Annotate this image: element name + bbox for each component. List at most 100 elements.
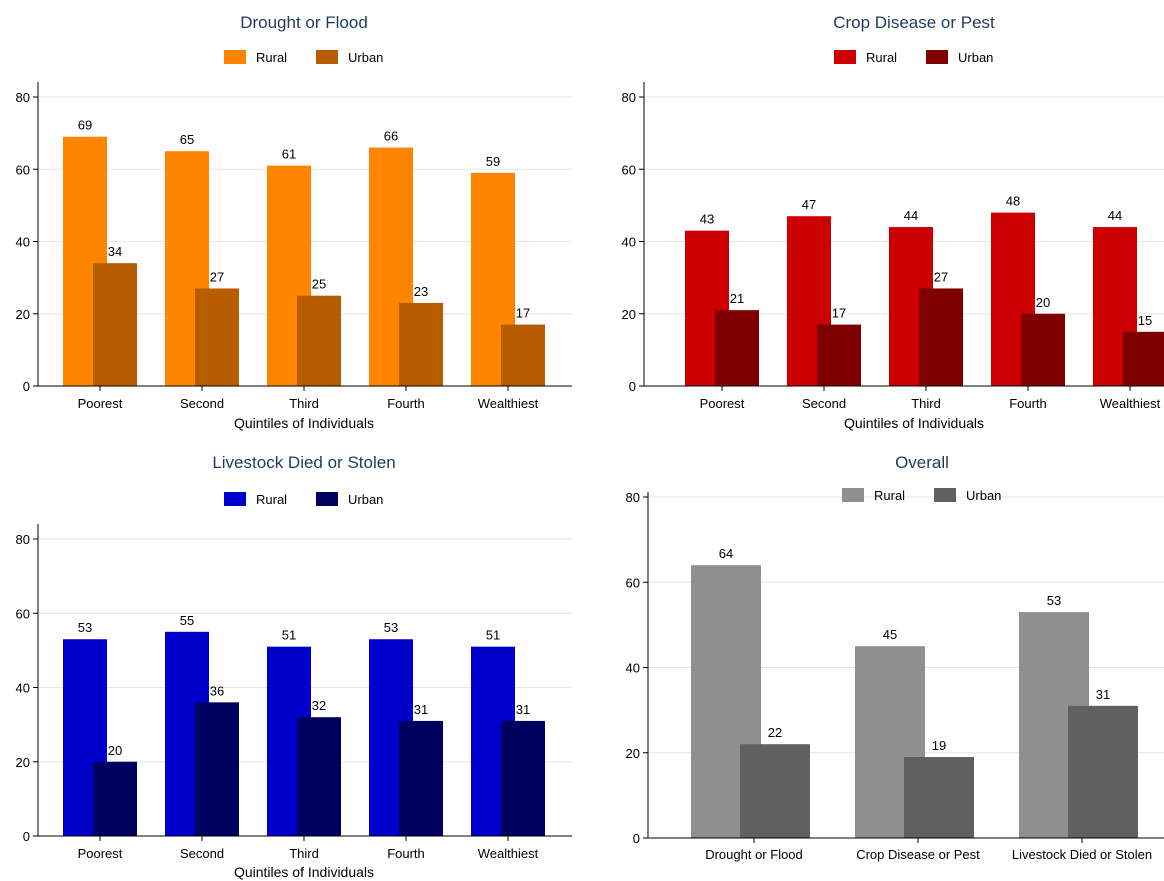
data-label: 27 xyxy=(934,269,948,284)
x-tick-label: Second xyxy=(802,396,846,411)
y-tick-label: 20 xyxy=(16,755,30,770)
x-tick-label: Third xyxy=(289,846,319,861)
x-tick-label: Third xyxy=(911,396,941,411)
y-tick-label: 80 xyxy=(16,90,30,105)
legend-label: Urban xyxy=(348,50,383,65)
chart-title: Drought or Flood xyxy=(240,13,368,32)
data-label: 66 xyxy=(384,129,398,144)
data-label: 45 xyxy=(883,627,897,642)
x-tick-label: Fourth xyxy=(1009,396,1047,411)
data-label: 17 xyxy=(516,306,530,321)
x-tick-label: Fourth xyxy=(387,846,425,861)
data-label: 20 xyxy=(1036,295,1050,310)
x-tick-label: Poorest xyxy=(78,846,123,861)
x-tick-label: Poorest xyxy=(700,396,745,411)
bar-urban xyxy=(297,717,341,836)
data-label: 47 xyxy=(802,197,816,212)
bar-urban xyxy=(1021,313,1065,386)
x-tick-label: Second xyxy=(180,396,224,411)
y-tick-label: 20 xyxy=(16,307,30,322)
data-label: 21 xyxy=(730,291,744,306)
x-tick-label: Wealthiest xyxy=(1100,396,1161,411)
data-label: 31 xyxy=(1096,687,1110,702)
x-tick-label: Poorest xyxy=(78,396,123,411)
y-tick-label: 0 xyxy=(629,379,636,394)
x-tick-label: Second xyxy=(180,846,224,861)
data-label: 59 xyxy=(486,154,500,169)
data-label: 27 xyxy=(210,269,224,284)
legend-swatch xyxy=(316,50,338,64)
bar-urban xyxy=(919,288,963,386)
data-label: 43 xyxy=(700,212,714,227)
x-tick-label: Crop Disease or Pest xyxy=(856,847,980,862)
bar-urban xyxy=(1123,331,1164,386)
x-tick-label: Livestock Died or Stolen xyxy=(1012,847,1152,862)
data-label: 44 xyxy=(1108,208,1122,223)
y-tick-label: 0 xyxy=(23,829,30,844)
y-tick-label: 20 xyxy=(626,746,640,761)
data-label: 23 xyxy=(414,284,428,299)
y-tick-label: 60 xyxy=(16,606,30,621)
x-tick-label: Wealthiest xyxy=(478,846,539,861)
data-label: 69 xyxy=(78,118,92,133)
y-tick-label: 40 xyxy=(626,661,640,676)
y-tick-label: 80 xyxy=(622,90,636,105)
chart-title: Livestock Died or Stolen xyxy=(212,453,395,472)
y-tick-label: 60 xyxy=(626,575,640,590)
y-tick-label: 40 xyxy=(622,235,636,250)
legend-label: Urban xyxy=(348,492,383,507)
bar-urban xyxy=(1068,705,1138,838)
legend-swatch xyxy=(934,488,956,502)
data-label: 53 xyxy=(78,620,92,635)
data-label: 31 xyxy=(516,702,530,717)
y-tick-label: 0 xyxy=(633,831,640,846)
data-label: 36 xyxy=(210,683,224,698)
x-tick-label: Drought or Flood xyxy=(705,847,803,862)
bar-urban xyxy=(715,310,759,386)
data-label: 53 xyxy=(384,620,398,635)
data-label: 53 xyxy=(1047,593,1061,608)
y-tick-label: 40 xyxy=(16,235,30,250)
chart-panel-livestock-died-stolen: Livestock Died or Stolen Rural Urban 0 20 40 6… xyxy=(0,440,582,881)
legend-swatch xyxy=(926,50,948,64)
bar-urban xyxy=(501,720,545,836)
x-axis-title: Quintiles of Individuals xyxy=(234,415,374,431)
x-axis-title: Quintiles of Individuals xyxy=(844,415,984,431)
chart-svg: Crop Disease or Pest Rural Urban 0 20 40 60 80 4… xyxy=(622,13,1164,431)
x-tick-label: Third xyxy=(289,396,319,411)
chart-svg: Overall Rural Urban 0 20 40 60 80 64 22 45 19 53 31 Dr… xyxy=(626,453,1164,862)
y-tick-label: 60 xyxy=(16,162,30,177)
data-label: 55 xyxy=(180,613,194,628)
y-tick-label: 80 xyxy=(626,490,640,505)
data-label: 64 xyxy=(719,546,733,561)
y-tick-label: 60 xyxy=(622,162,636,177)
y-tick-label: 0 xyxy=(23,379,30,394)
legend-label: Urban xyxy=(966,488,1001,503)
data-label: 31 xyxy=(414,702,428,717)
data-label: 17 xyxy=(832,306,846,321)
data-label: 34 xyxy=(108,244,122,259)
legend-swatch xyxy=(224,50,246,64)
y-tick-label: 80 xyxy=(16,532,30,547)
legend-label: Urban xyxy=(958,50,993,65)
bar-urban xyxy=(399,720,443,836)
legend-swatch xyxy=(834,50,856,64)
data-label: 61 xyxy=(282,147,296,162)
data-label: 15 xyxy=(1138,313,1152,328)
legend-label: Rural xyxy=(874,488,905,503)
data-label: 19 xyxy=(932,738,946,753)
data-label: 25 xyxy=(312,277,326,292)
chart-panel-overall: Overall Rural Urban 0 20 40 60 80 64 22 45 19 53 31 Dr… xyxy=(582,440,1164,881)
data-label: 20 xyxy=(108,743,122,758)
chart-title: Overall xyxy=(895,453,949,472)
bar-urban xyxy=(740,744,810,838)
legend-swatch xyxy=(316,492,338,506)
bar-urban xyxy=(501,324,545,386)
chart-title: Crop Disease or Pest xyxy=(833,13,995,32)
legend-swatch xyxy=(842,488,864,502)
bar-urban xyxy=(195,702,239,836)
data-label: 32 xyxy=(312,698,326,713)
legend-label: Rural xyxy=(256,492,287,507)
data-label: 22 xyxy=(768,725,782,740)
data-label: 44 xyxy=(904,208,918,223)
